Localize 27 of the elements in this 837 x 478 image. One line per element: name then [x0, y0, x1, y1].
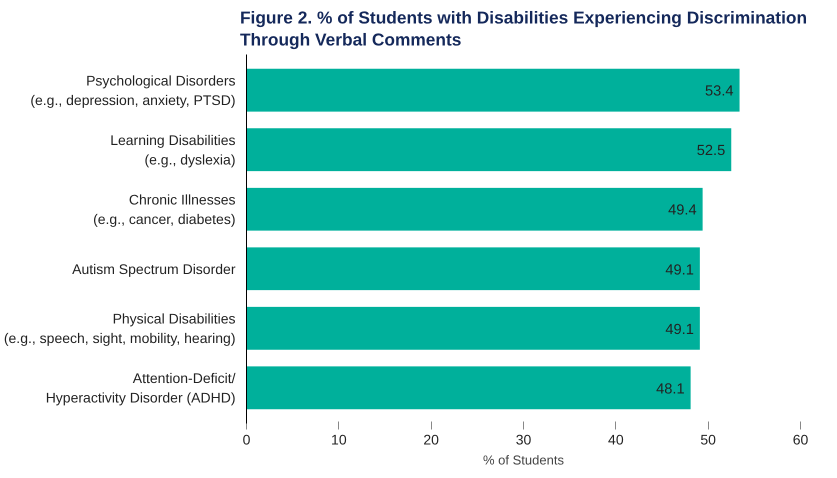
x-tick-label: 20 [423, 432, 440, 448]
y-tick-label: Attention-Deficit/ Hyperactivity Disorder (ADHD) [46, 370, 236, 406]
chart-title: Figure 2. % of Students with Disabilities Experiencing Discrimination Through Verbal Comments [240, 8, 808, 50]
bar [246, 128, 732, 172]
x-tick-label: 40 [608, 432, 624, 448]
x-tick-label: 50 [700, 432, 716, 448]
y-tick-label: Autism Spectrum Disorder [72, 260, 236, 277]
data-label: 49.1 [665, 322, 694, 338]
bar [246, 366, 691, 410]
x-tick-label: 60 [792, 432, 808, 448]
data-label: 52.5 [696, 143, 726, 160]
bar [246, 68, 740, 112]
data-label: 49.4 [668, 202, 697, 219]
data-label: 48.1 [656, 381, 685, 398]
data-label: 53.4 [705, 84, 734, 100]
bar [246, 306, 700, 350]
y-tick-label: Chronic Illnesses (e.g., cancer, diabetes) [93, 192, 236, 227]
bar [246, 247, 700, 290]
y-tick-label: Physical Disabilities (e.g., speech, sight, mobility, hearing) [4, 310, 236, 346]
x-tick-label: 30 [516, 432, 532, 448]
data-label: 49.1 [665, 262, 694, 278]
x-tick-label: 10 [331, 432, 347, 448]
y-tick-label: Psychological Disorders (e.g., depression, anxiety, PTSD) [30, 72, 236, 108]
x-axis-title: % of Students [483, 452, 564, 468]
y-tick-label: Learning Disabilities (e.g., dyslexia) [110, 132, 236, 168]
bar [246, 188, 703, 231]
x-tick-label: 0 [242, 432, 251, 448]
